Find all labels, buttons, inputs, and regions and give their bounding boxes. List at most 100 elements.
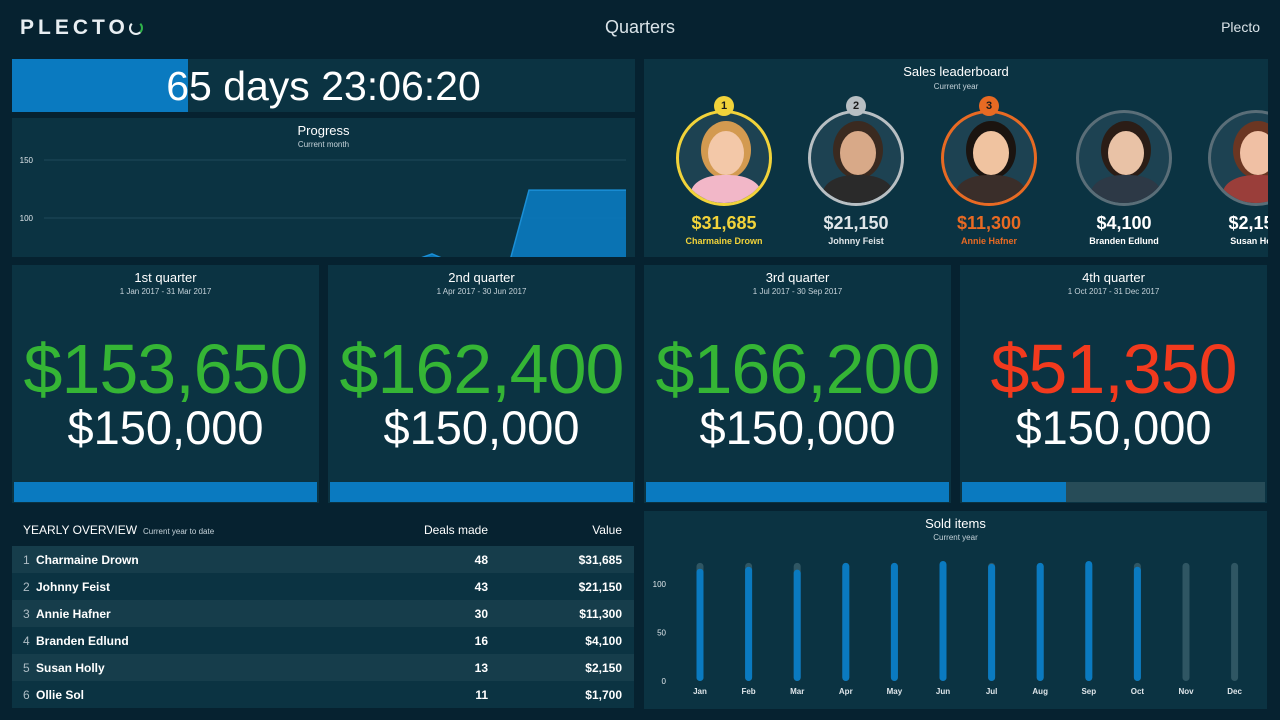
x-tick-label: Nov [1178,687,1194,696]
rank-badge: 3 [979,96,999,116]
row-name: Susan Holly [36,661,105,675]
value-bar [939,560,947,681]
row-value: $31,685 [578,553,622,567]
x-tick-label: Oct [1131,687,1145,696]
table-row[interactable]: 2 Johnny Feist 43 $21,150 [12,573,634,600]
quarter-progress-fill [14,482,317,502]
x-tick-label: Aug [1032,687,1048,696]
leaderboard-entry[interactable]: 3 $11,300 Annie Hafner [926,96,1046,250]
column-header-value[interactable]: Value [592,523,622,537]
column-header-deals[interactable]: Deals made [423,523,488,537]
value-bar [793,569,801,681]
table-header: YEARLY OVERVIEW Current year to date Dea… [12,511,634,546]
x-tick-label: Jul [986,687,998,696]
leaderboard-entry[interactable]: 1 $31,685 Charmaine Drown [661,96,781,250]
quarter-progress-fill [962,482,1066,502]
y-tick-label: 100 [653,580,667,589]
row-rank: 2 [23,580,30,594]
quarter-progress-bar [962,482,1265,502]
row-deals: 43 [474,580,488,594]
row-deals: 48 [474,553,488,567]
quarter-target-value: $150,000 [1015,401,1212,454]
countdown-panel: 65 days 23:06:20 [12,59,635,112]
row-name: Charmaine Drown [36,553,139,567]
progress-chart-panel: Progress Current month 0501001502. Oct4.… [12,118,635,257]
countdown-text: 65 days 23:06:20 [166,63,481,109]
countdown-progress-fill [12,59,189,112]
row-rank: 5 [23,661,30,675]
quarter-progress-fill [330,482,633,502]
y-tick-label: 0 [662,677,667,686]
quarter-progress-fill [646,482,949,502]
quarter-target-value: $150,000 [383,401,580,454]
row-name: Ollie Sol [36,688,85,702]
x-tick-label: Jun [936,687,950,696]
table-row[interactable]: 3 Annie Hafner 30 $11,300 [12,600,634,627]
leaderboard-name: Johnny Feist [828,236,884,246]
row-deals: 30 [474,607,488,621]
table-row[interactable]: 6 Ollie Sol 11 $1,700 [12,681,634,708]
avatar-body [956,175,1026,203]
table-row[interactable]: 5 Susan Holly 13 $2,150 [12,654,634,681]
sold-items-subtitle: Current year [933,533,978,542]
row-value: $1,700 [585,688,622,702]
yearly-overview-title: YEARLY OVERVIEW [23,523,138,537]
value-bar [988,563,996,681]
sold-items-bar-chart: 0 50 100 Jan Feb Mar Apr May Jun Jul Aug Sep Oct Nov D… [653,560,1242,696]
row-name: Branden Edlund [36,634,129,648]
quarter-title: 2nd quarter [448,270,515,285]
leaderboard-value: $2,150 [1228,213,1268,233]
avatar [1208,110,1268,206]
avatar-face [1240,131,1268,175]
table-row[interactable]: 4 Branden Edlund 16 $4,100 [12,627,634,654]
rank-badge: 1 [714,96,734,116]
quarter-progress-bar [646,482,949,502]
avatar [941,110,1037,206]
x-tick-label: Feb [741,687,755,696]
leaderboard-value: $4,100 [1096,213,1152,233]
quarter-date-range: 1 Oct 2017 - 31 Dec 2017 [1067,287,1160,296]
x-tick-label: Apr [839,687,853,696]
x-tick-label: Dec [1227,687,1242,696]
leaderboard-entry[interactable]: $2,150 Susan Holly [1193,110,1268,250]
quarter-actual-value: $166,200 [655,330,941,408]
leaderboard-name: Susan Holly [1230,236,1268,246]
sold-items-chart-panel: Sold items Current year 0 50 100 Jan Feb Mar A… [644,511,1267,709]
progress-title: Progress [297,123,350,138]
row-rank: 6 [23,688,30,702]
quarter-panel: 3rd quarter 1 Jul 2017 - 30 Sep 2017 $166,… [644,265,951,503]
sold-items-title: Sold items [925,516,986,531]
quarter-actual-value: $153,650 [23,330,309,408]
quarter-title: 4th quarter [1082,270,1145,285]
table-row[interactable]: 1 Charmaine Drown 48 $31,685 [12,546,634,573]
x-tick-label: Jan [693,687,707,696]
row-value: $4,100 [585,634,622,648]
quarter-panel: 1st quarter 1 Jan 2017 - 31 Mar 2017 $153,… [12,265,319,503]
row-rank: 1 [23,553,30,567]
progress-area-chart: 0501001502. Oct4. Oct6. Oct8. Oct10. Oct… [20,156,626,257]
value-bar [1085,560,1093,681]
leaderboard-value: $11,300 [956,213,1022,233]
target-bar [1182,562,1190,681]
row-value: $21,150 [578,580,622,594]
quarter-title: 3rd quarter [765,270,830,285]
leaderboard-entry[interactable]: $4,100 Branden Edlund [1061,110,1181,250]
x-tick-label: Sep [1081,687,1096,696]
progress-line [421,189,626,257]
avatar [676,110,772,206]
leaderboard-entry[interactable]: 2 $21,150 Johnny Feist [793,96,913,250]
quarter-title: 1st quarter [134,270,197,285]
plecto-logo[interactable]: PLECTO [20,16,143,40]
target-bar [1231,562,1239,681]
row-value: $2,150 [585,661,622,675]
leaderboard-subtitle: Current year [933,82,979,91]
x-tick-label: May [887,687,903,696]
leaderboard-value: $21,150 [823,213,889,233]
avatar [1076,110,1172,206]
quarter-actual-value: $51,350 [990,330,1237,408]
y-tick-label: 150 [20,156,34,165]
avatar-face [973,131,1009,175]
row-deals: 16 [474,634,488,648]
leaderboard-name: Annie Hafner [960,236,1017,246]
progress-subtitle: Current month [297,140,350,149]
